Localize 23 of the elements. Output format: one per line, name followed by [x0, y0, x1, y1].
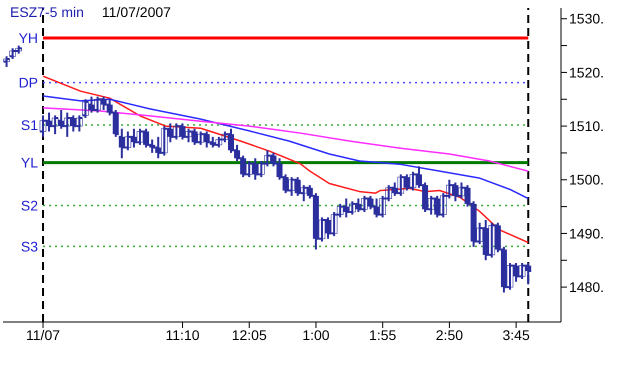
y-tick-label: 1490. — [569, 225, 604, 242]
x-tick-label: 12:05 — [232, 326, 267, 343]
line-series — [42, 95, 529, 200]
y-tick-label: 1520. — [569, 64, 604, 80]
x-tick-label: 1:55 — [369, 326, 397, 343]
x-tick-label: 1:00 — [302, 326, 330, 343]
ref-line-label: S1 — [20, 116, 38, 133]
x-tick-label: 2:50 — [436, 326, 464, 343]
y-tick-label: 1500. — [569, 172, 604, 188]
x-tick-label: 3:45 — [502, 326, 530, 343]
y-tick-label: 1510. — [569, 118, 604, 134]
ref-line-label: S2 — [20, 197, 38, 214]
chart-title: ESZ7-5 min — [10, 4, 84, 20]
ref-line-label: YL — [20, 154, 38, 171]
x-tick-label: 11:10 — [166, 326, 200, 343]
ref-line-label: YH — [18, 30, 38, 46]
chart-subtitle: 11/07/2007 — [102, 4, 171, 20]
ref-line-label: S3 — [20, 238, 38, 254]
y-tick-label: 1530. — [569, 10, 604, 27]
y-tick-label: 1480. — [569, 279, 604, 296]
ref-line-label: DP — [18, 74, 38, 91]
line-series — [42, 75, 529, 244]
x-tick-label: 11/07 — [26, 326, 60, 343]
